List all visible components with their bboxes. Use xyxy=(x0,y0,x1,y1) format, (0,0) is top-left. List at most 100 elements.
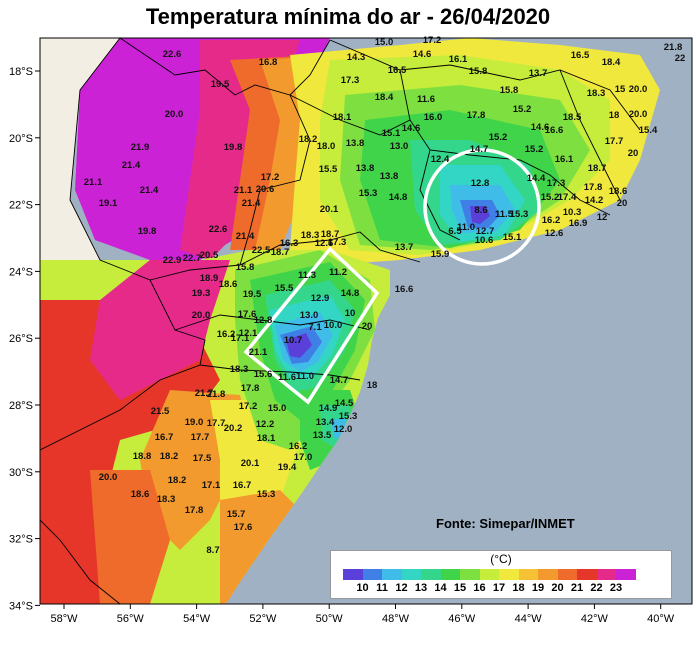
station-value: 17.7 xyxy=(207,418,226,429)
lon-tick-label: 58°W xyxy=(50,613,78,625)
station-value: 14.6 xyxy=(402,123,421,134)
station-value: 14.7 xyxy=(330,375,349,386)
station-value: 21.1 xyxy=(249,347,268,358)
station-value: 18.0 xyxy=(317,141,336,152)
station-value: 12.8 xyxy=(471,178,490,189)
station-value: 14.9 xyxy=(319,403,338,414)
station-value: 18.6 xyxy=(609,186,628,197)
legend-swatch xyxy=(343,569,363,580)
legend-swatch xyxy=(479,569,499,580)
legend-level-label: 18 xyxy=(512,582,525,594)
station-value: 21.5 xyxy=(151,406,170,417)
station-value: 14.4 xyxy=(527,173,546,184)
longitude-axis: 58°W 56°W 54°W 52°W 50°W 48°W 46°W 44°W 42°W 40°W xyxy=(50,604,675,625)
station-value: 14.2 xyxy=(585,195,604,206)
legend: (°C) 10 11 12 13 14 15 16 17 18 19 20 21 22 23 xyxy=(330,550,672,599)
station-value: 6.5 xyxy=(448,226,462,237)
station-value: 18.3 xyxy=(587,88,606,99)
station-value: 20.2 xyxy=(224,423,243,434)
station-value: 11.5 xyxy=(495,209,514,220)
station-value: 17.3 xyxy=(341,75,360,86)
legend-unit: (°C) xyxy=(490,552,512,566)
station-value: 14.8 xyxy=(389,192,408,203)
station-value: 12.6 xyxy=(315,238,334,249)
station-value: 21.9 xyxy=(131,142,150,153)
station-value: 18.7 xyxy=(588,163,607,174)
station-value: 21.4 xyxy=(236,231,255,242)
lon-tick-label: 48°W xyxy=(382,613,410,625)
legend-swatch xyxy=(557,569,577,580)
station-value: 12.0 xyxy=(334,424,353,435)
station-value: 15.1 xyxy=(503,232,522,243)
plot-frame xyxy=(39,37,693,605)
station-value: 10.7 xyxy=(284,335,303,346)
station-value: 18.3 xyxy=(157,494,176,505)
station-value: 15.2 xyxy=(541,192,560,203)
legend-swatch xyxy=(401,569,421,580)
station-value: 16.9 xyxy=(569,218,588,229)
station-value: 15.7 xyxy=(227,509,246,520)
station-value: 21.7 xyxy=(195,388,214,399)
source-credit: Fonte: Simepar/INMET xyxy=(436,516,575,531)
station-value: 18.6 xyxy=(131,489,150,500)
station-value: 16.8 xyxy=(259,57,278,68)
station-value: 19.3 xyxy=(192,288,211,299)
station-value: 8.6 xyxy=(474,205,487,216)
map-title: Temperatura mínima do ar - 26/04/2020 xyxy=(145,4,551,29)
station-value: 20.1 xyxy=(320,204,339,215)
lat-tick-label: 24°S xyxy=(9,266,33,278)
station-value: 16.2 xyxy=(217,329,236,340)
station-value: 20.0 xyxy=(192,310,211,321)
legend-colorbar xyxy=(343,569,636,580)
legend-level-label: 14 xyxy=(434,582,447,594)
station-value: 16.2 xyxy=(542,215,561,226)
station-value: 17.5 xyxy=(193,453,212,464)
station-value: 17.3 xyxy=(547,178,566,189)
station-value: 18.1 xyxy=(333,112,352,123)
station-value: 15.5 xyxy=(275,283,294,294)
station-value: 17.2 xyxy=(239,401,258,412)
station-value: 18.1 xyxy=(257,433,276,444)
station-value: 14.7 xyxy=(470,144,489,155)
lon-tick-label: 52°W xyxy=(249,613,277,625)
legend-swatch xyxy=(518,569,538,580)
lat-tick-label: 18°S xyxy=(9,66,33,78)
station-value: 18.5 xyxy=(563,112,582,123)
station-value: 7.1 xyxy=(308,322,322,333)
station-value: 15.2 xyxy=(489,132,508,143)
station-value: 11.3 xyxy=(298,270,316,281)
station-value: 20.5 xyxy=(200,250,219,261)
station-value: 15.3 xyxy=(339,411,358,422)
station-value: 15.2 xyxy=(513,104,532,115)
legend-level-label: 21 xyxy=(570,582,584,594)
station-value: 18.2 xyxy=(160,451,179,462)
station-value: 11.0 xyxy=(457,222,475,233)
station-value: 11.2 xyxy=(329,267,347,278)
station-value: 18 xyxy=(367,380,378,391)
station-value: 17.6 xyxy=(238,309,257,320)
station-value: 22.5 xyxy=(252,245,271,256)
station-value: 19.8 xyxy=(224,142,243,153)
station-value: 16.7 xyxy=(155,432,174,443)
station-value: 11.0 xyxy=(296,371,314,382)
legend-level-label: 23 xyxy=(609,582,623,594)
station-value: 15.0 xyxy=(268,403,287,414)
legend-swatch xyxy=(421,569,441,580)
station-value: 19.8 xyxy=(138,226,157,237)
station-value: 22.6 xyxy=(163,49,182,60)
station-value: 15.8 xyxy=(469,66,488,77)
legend-labels: 10 11 12 13 14 15 16 17 18 19 20 21 22 23 xyxy=(343,582,673,596)
station-value: 13.0 xyxy=(300,310,319,321)
station-value: 15.8 xyxy=(236,262,255,273)
station-value: 22.7 xyxy=(183,253,202,264)
station-value: 13.4 xyxy=(316,417,335,428)
legend-level-label: 10 xyxy=(356,582,369,594)
station-value: 18.7 xyxy=(271,247,290,258)
station-value: 21.8 xyxy=(664,42,683,53)
legend-swatch xyxy=(596,569,616,580)
highlight-circle xyxy=(423,148,541,266)
station-value: 20.0 xyxy=(99,472,118,483)
lon-tick-label: 56°W xyxy=(117,613,145,625)
station-value: 12.7 xyxy=(476,226,495,237)
station-value: 13.5 xyxy=(313,430,332,441)
